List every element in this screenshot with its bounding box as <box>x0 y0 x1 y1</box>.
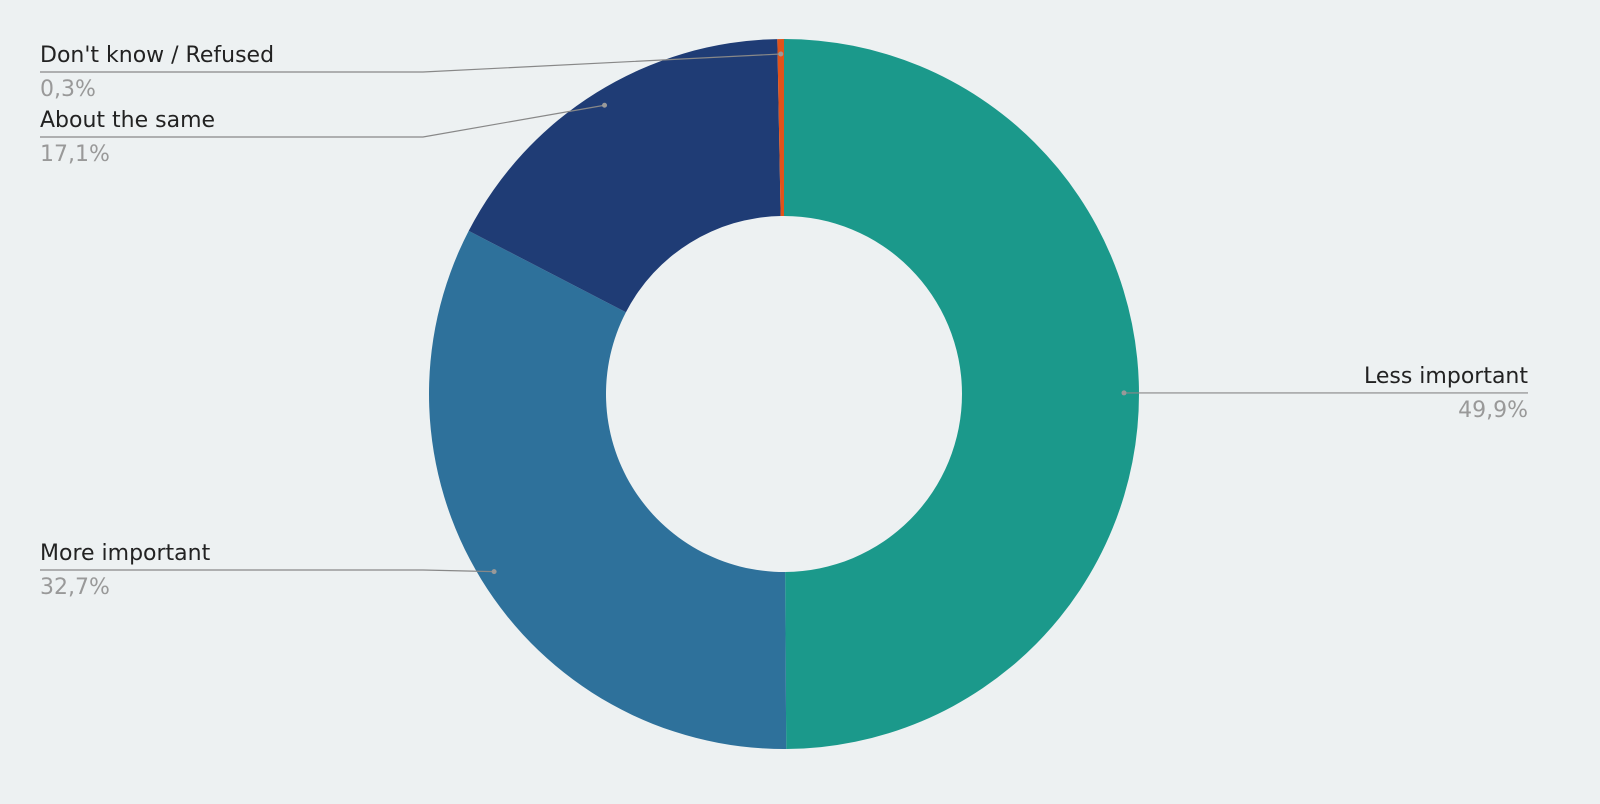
slice-label: Less important <box>1364 364 1528 389</box>
leader-dot <box>778 51 784 57</box>
slice-value: 32,7% <box>40 575 110 600</box>
slice-label: Don't know / Refused <box>40 43 274 68</box>
slice <box>468 39 781 313</box>
leader-dot <box>602 102 608 108</box>
slice-label: About the same <box>40 108 215 133</box>
slice <box>777 39 784 217</box>
leader-dot <box>491 569 497 575</box>
slice-value: 49,9% <box>1458 398 1528 423</box>
leader-dot <box>1121 390 1127 396</box>
slice-value: 17,1% <box>40 142 110 167</box>
leader-line <box>40 569 495 573</box>
slice <box>784 39 1139 749</box>
leader-line <box>40 104 605 138</box>
slice-label: More important <box>40 541 211 566</box>
slice <box>428 230 787 750</box>
leader-line <box>40 53 781 73</box>
slice-value: 0,3% <box>40 77 96 102</box>
